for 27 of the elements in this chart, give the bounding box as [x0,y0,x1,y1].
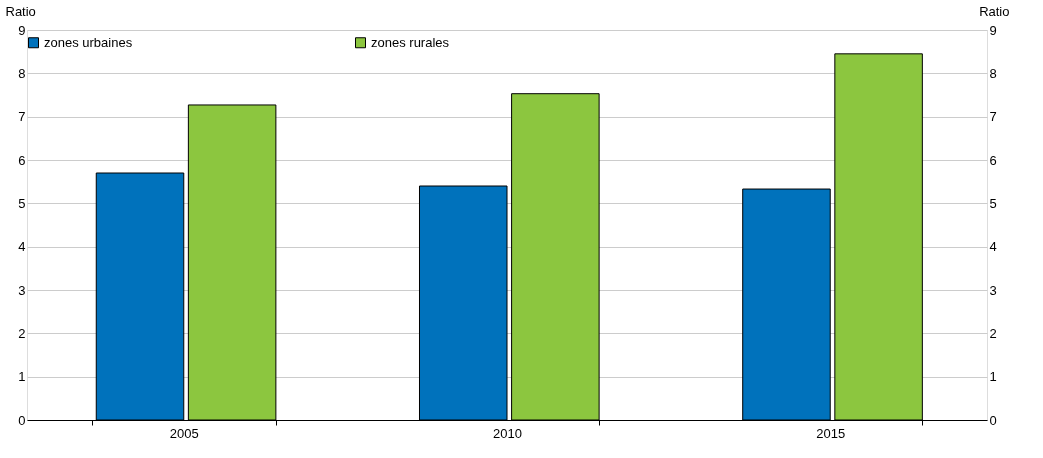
y2-tick-label: 2 [989,325,997,341]
legend-label: zones rurales [371,34,450,50]
y2-tick-label: 4 [989,239,997,255]
y2-tick-label: 5 [989,195,997,211]
y-tick-label: 4 [18,239,26,255]
y2-tick-label: 7 [989,109,997,125]
y-tick-label: 0 [18,412,26,428]
y2-tick-label: 8 [989,65,997,81]
y-tick-label: 6 [18,152,26,168]
legend-label: zones urbaines [44,34,133,50]
y2-tick-label: 9 [989,22,997,38]
y2-tick-label: 1 [989,369,997,385]
y2-tick-label: 0 [989,412,997,428]
y2-tick-label: 3 [989,282,997,298]
x-tick-label: 2005 [169,425,199,441]
y-tick-label: 1 [18,369,26,385]
y-tick-label: 9 [18,22,26,38]
y2-tick-label: 6 [989,152,997,168]
y2-axis-title: Ratio [979,3,1010,19]
y-tick-label: 2 [18,325,26,341]
y-tick-label: 8 [18,65,26,81]
y-tick-label: 3 [18,282,26,298]
y-tick-label: 5 [18,195,26,211]
x-tick-label: 2015 [816,425,846,441]
y-tick-label: 7 [18,109,26,125]
y-axis-title: Ratio [5,3,36,19]
x-tick-label: 2010 [493,425,522,441]
